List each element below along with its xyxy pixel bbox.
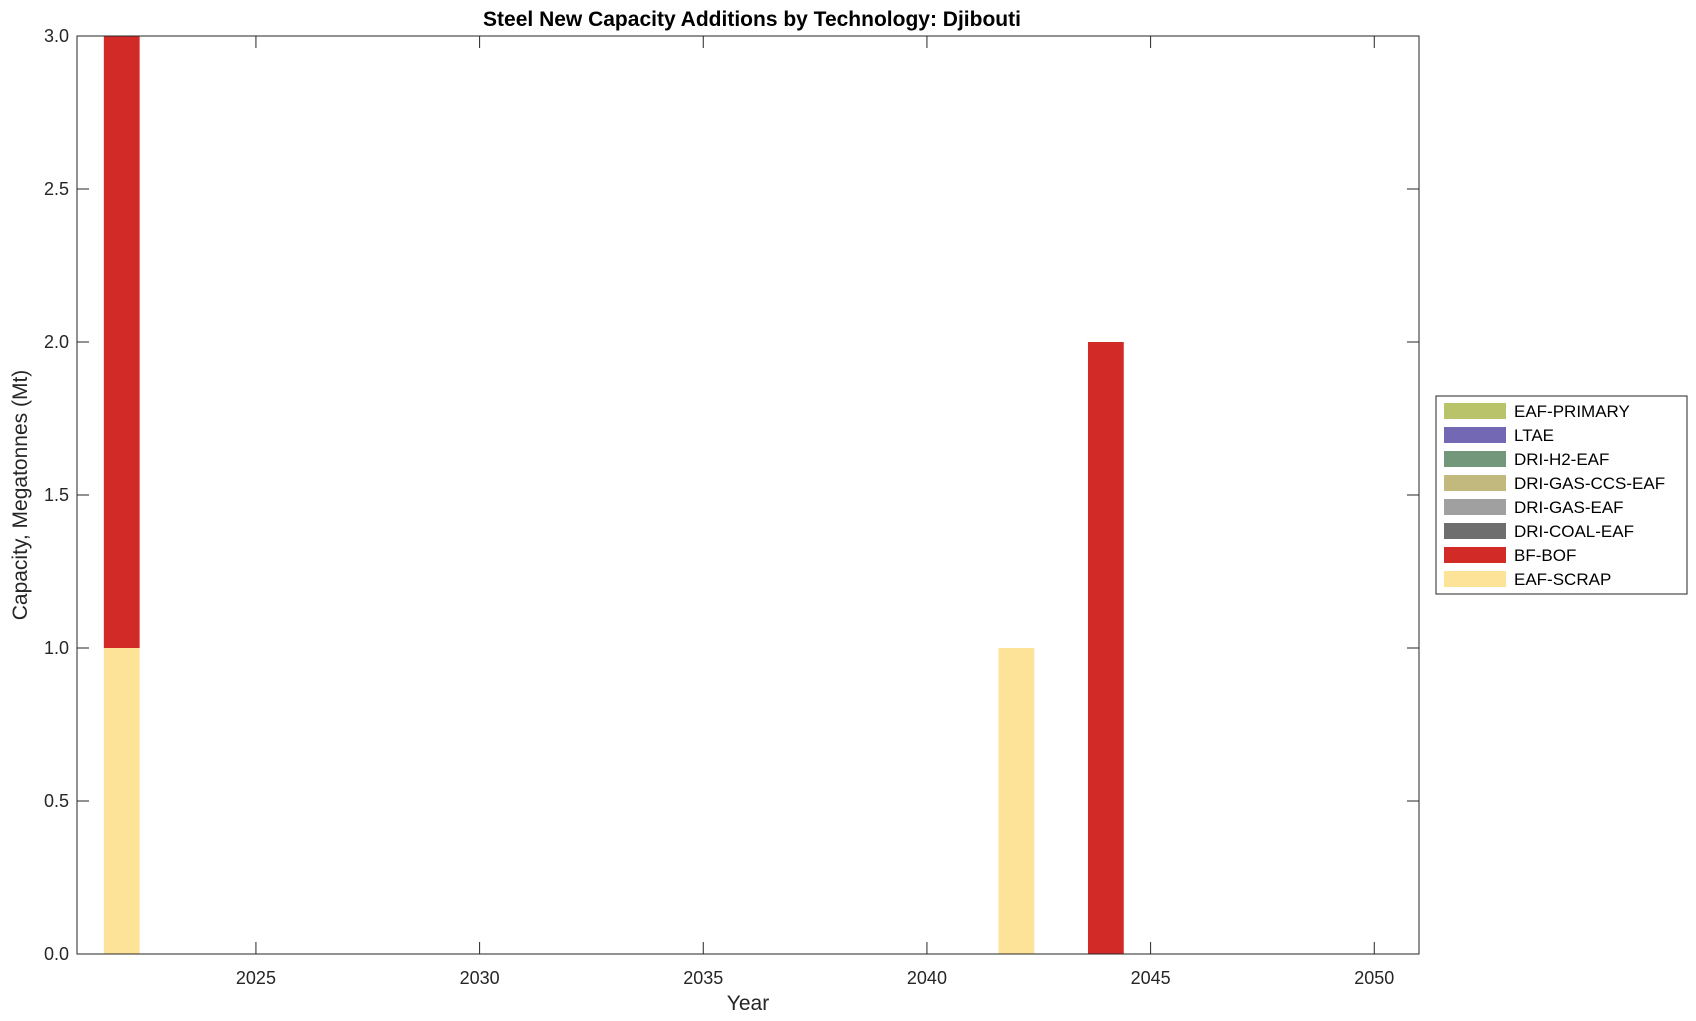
legend-label-eaf-primary: EAF-PRIMARY bbox=[1514, 402, 1630, 421]
bar-bf-bof-2022 bbox=[103, 36, 140, 648]
chart-title: Steel New Capacity Additions by Technolo… bbox=[483, 8, 1021, 31]
legend-swatch-dri-coal-eaf bbox=[1444, 523, 1506, 539]
legend-label-dri-h2-eaf: DRI-H2-EAF bbox=[1514, 450, 1609, 469]
legend-swatch-eaf-primary bbox=[1444, 403, 1506, 419]
legend-swatch-dri-gas-ccs-eaf bbox=[1444, 475, 1506, 491]
y-tick-label: 1.0 bbox=[44, 638, 69, 658]
x-axis: 2025 2030 2035 2040 2045 2050 bbox=[236, 36, 1394, 988]
legend-label-dri-gas-ccs-eaf: DRI-GAS-CCS-EAF bbox=[1514, 474, 1665, 493]
legend: EAF-PRIMARY LTAE DRI-H2-EAF DRI-GAS-CCS-EAF… bbox=[1435, 395, 1688, 595]
legend-swatch-eaf-scrap bbox=[1444, 571, 1506, 587]
legend-label-dri-coal-eaf: DRI-COAL-EAF bbox=[1514, 522, 1634, 541]
x-tick-label: 2045 bbox=[1131, 968, 1171, 988]
bar-eaf-scrap-2042 bbox=[998, 648, 1035, 954]
x-tick-label: 2050 bbox=[1354, 968, 1394, 988]
legend-swatch-dri-gas-eaf bbox=[1444, 499, 1506, 515]
legend-label-dri-gas-eaf: DRI-GAS-EAF bbox=[1514, 498, 1624, 517]
x-tick-label: 2035 bbox=[683, 968, 723, 988]
legend-label-ltae: LTAE bbox=[1514, 426, 1554, 445]
legend-swatch-ltae bbox=[1444, 427, 1506, 443]
y-tick-label: 2.0 bbox=[44, 332, 69, 352]
legend-label-eaf-scrap: EAF-SCRAP bbox=[1514, 570, 1611, 589]
y-tick-label: 0.5 bbox=[44, 791, 69, 811]
x-tick-label: 2030 bbox=[460, 968, 500, 988]
bar-eaf-scrap-2022 bbox=[103, 648, 140, 954]
y-axis-label: Capacity, Megatonnes (Mt) bbox=[9, 370, 32, 621]
legend-label-bf-bof: BF-BOF bbox=[1514, 546, 1576, 565]
bar-bf-bof-2044 bbox=[1087, 342, 1124, 954]
plot-area-frame bbox=[76, 35, 1420, 955]
bar-layer bbox=[103, 36, 1124, 954]
y-tick-label: 1.5 bbox=[44, 485, 69, 505]
y-tick-label: 3.0 bbox=[44, 26, 69, 46]
legend-swatch-dri-h2-eaf bbox=[1444, 451, 1506, 467]
x-tick-label: 2025 bbox=[236, 968, 276, 988]
y-tick-label: 0.0 bbox=[44, 944, 69, 964]
x-tick-label: 2040 bbox=[907, 968, 947, 988]
x-axis-label: Year bbox=[727, 992, 769, 1015]
y-axis: 0.0 0.5 1.0 1.5 2.0 2.5 3.0 bbox=[44, 26, 1419, 964]
legend-swatch-bf-bof bbox=[1444, 547, 1506, 563]
y-tick-label: 2.5 bbox=[44, 179, 69, 199]
